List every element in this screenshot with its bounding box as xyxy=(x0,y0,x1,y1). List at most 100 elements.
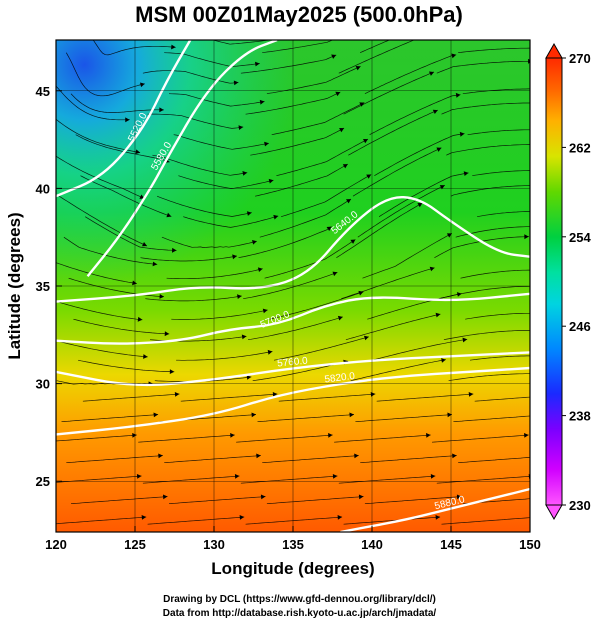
streamline-arrow xyxy=(332,474,338,479)
streamline xyxy=(262,40,334,54)
streamline-arrow xyxy=(259,99,265,105)
streamline xyxy=(140,255,237,262)
streamline-arrow xyxy=(158,453,163,459)
streamline xyxy=(269,291,364,320)
streamline-arrow xyxy=(255,61,260,67)
streamline-arrow xyxy=(238,125,244,130)
streamline-arrow xyxy=(264,141,269,147)
streamline xyxy=(378,172,469,217)
x-tick-label: 135 xyxy=(282,537,304,552)
streamline-arrow xyxy=(429,71,434,76)
streamline xyxy=(467,129,530,136)
streamline-arrow xyxy=(141,515,147,520)
streamline xyxy=(479,30,576,32)
streamline xyxy=(453,415,530,423)
streamline xyxy=(171,309,268,320)
streamline xyxy=(276,138,369,177)
streamline-arrow xyxy=(273,214,279,220)
streamline xyxy=(441,517,530,525)
streamline xyxy=(238,226,332,259)
contour-line xyxy=(56,292,530,345)
streamline-arrow xyxy=(359,102,365,107)
streamline-arrow xyxy=(430,474,436,479)
streamline xyxy=(75,134,170,163)
streamline xyxy=(264,239,356,279)
streamline-arrow xyxy=(337,315,343,321)
streamline xyxy=(355,414,452,423)
streamline xyxy=(82,393,180,402)
streamline xyxy=(92,40,176,56)
credit-data-source: Data from http://database.rish.kyoto-u.a… xyxy=(162,608,437,619)
streamline-arrow xyxy=(239,515,245,520)
streamline xyxy=(465,312,530,320)
streamline-arrow xyxy=(452,453,457,459)
streamline-arrow xyxy=(358,494,364,500)
streamline xyxy=(343,516,441,525)
streamline-arrow xyxy=(352,29,357,33)
streamline-arrow xyxy=(169,369,175,374)
y-tick-label: 25 xyxy=(36,474,50,489)
streamline-arrow xyxy=(524,234,529,240)
colorbar-body xyxy=(545,57,563,506)
streamline-arrow xyxy=(358,290,364,296)
streamline-arrow xyxy=(436,147,442,152)
streamline xyxy=(73,318,170,335)
streamline xyxy=(176,351,273,361)
streamline xyxy=(259,198,352,238)
streamline-arrow xyxy=(164,331,170,337)
streamline xyxy=(362,233,453,279)
streamline-arrow xyxy=(531,284,535,289)
streamline xyxy=(156,195,252,217)
streamline xyxy=(477,211,530,218)
colorbar: 230 238 246 254 262 270 xyxy=(545,42,591,521)
streamline-arrow xyxy=(463,171,469,176)
contour-line xyxy=(340,487,530,532)
streamline xyxy=(240,54,337,74)
streamline xyxy=(350,359,446,382)
credit-drawing: Drawing by DCL (https://www.gfd-dennou.o… xyxy=(163,594,436,605)
streamline xyxy=(431,434,529,443)
streamline xyxy=(462,88,530,95)
streamline-arrow xyxy=(429,266,435,272)
streamline xyxy=(271,102,365,136)
x-tick-label: 145 xyxy=(440,537,462,552)
streamline xyxy=(360,455,457,464)
streamline xyxy=(352,147,442,197)
streamline xyxy=(85,216,177,251)
x-tick-label: 125 xyxy=(124,537,146,552)
streamline-arrow xyxy=(230,433,235,438)
streamline-arrow xyxy=(447,412,452,418)
streamline xyxy=(345,313,441,341)
streamlines xyxy=(56,29,576,525)
streamline-arrow xyxy=(241,334,247,340)
streamline xyxy=(56,155,145,199)
colorbar-max-arrow xyxy=(545,42,563,59)
streamline xyxy=(364,54,457,95)
streamline-arrow xyxy=(354,453,359,459)
streamline xyxy=(472,170,530,177)
streamline xyxy=(338,40,415,74)
streamline xyxy=(374,133,465,177)
streamline-arrow xyxy=(125,117,130,123)
streamline xyxy=(441,102,530,115)
streamline-arrow xyxy=(364,335,369,341)
streamline-arrow xyxy=(426,433,431,438)
streamline xyxy=(247,316,343,341)
streamline-arrow xyxy=(425,33,430,37)
contour-label: 5760.0 xyxy=(277,356,309,370)
colorbar-tick-label: 270 xyxy=(569,51,591,66)
streamline-arrow xyxy=(257,267,263,272)
streamline-arrow xyxy=(272,392,278,397)
streamline xyxy=(278,393,376,402)
streamline xyxy=(436,475,530,484)
streamline-arrow xyxy=(569,212,574,217)
y-tick-label: 40 xyxy=(36,181,50,196)
streamline-arrow xyxy=(446,233,452,238)
streamline-arrow xyxy=(455,92,461,98)
streamline xyxy=(334,434,431,443)
colorbar-ticks: 230 238 246 254 262 270 xyxy=(562,51,591,513)
streamline xyxy=(183,215,279,228)
streamline xyxy=(341,267,435,300)
streamline-arrow xyxy=(366,174,372,179)
